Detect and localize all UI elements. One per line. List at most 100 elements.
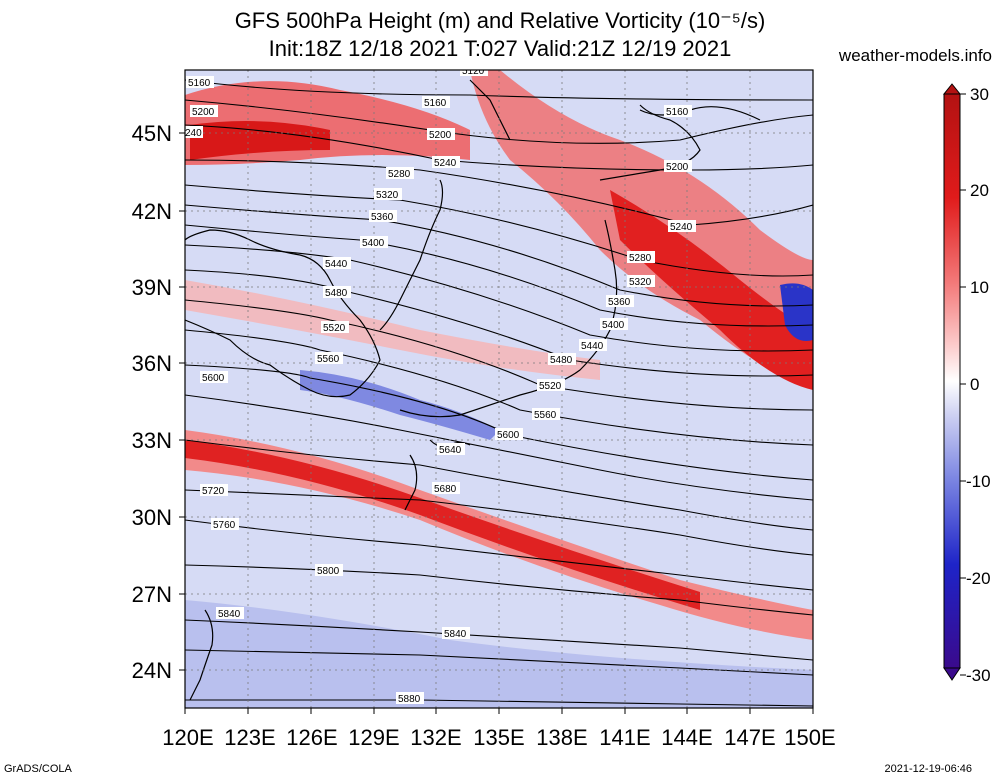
- lat-label: 33N: [132, 428, 172, 453]
- svg-text:5440: 5440: [581, 341, 604, 352]
- contour-label: 5440: [323, 257, 351, 270]
- colorbar-tick: 30: [970, 85, 989, 104]
- svg-text:5320: 5320: [376, 190, 399, 201]
- contour-label: 5400: [360, 236, 388, 249]
- svg-text:5600: 5600: [497, 430, 520, 441]
- height-contours: [185, 79, 813, 707]
- colorbar-tick: -20: [966, 569, 991, 588]
- contour-label: 5600: [495, 428, 523, 441]
- lat-label: 27N: [132, 582, 172, 607]
- svg-text:5520: 5520: [323, 323, 346, 334]
- vorticity-positive-region: [610, 190, 813, 390]
- svg-text:5200: 5200: [429, 130, 452, 141]
- svg-text:5400: 5400: [602, 320, 625, 331]
- svg-text:5360: 5360: [371, 212, 394, 223]
- contour-label: 5880: [396, 692, 424, 705]
- svg-text:5440: 5440: [325, 259, 348, 270]
- contour-label: 5320: [374, 188, 402, 201]
- longitude-labels: 120E 123E 126E 129E 132E 135E 138E 141E …: [162, 725, 835, 750]
- lon-label: 135E: [473, 725, 524, 750]
- contour-label: 5240: [432, 156, 460, 169]
- colorbar: 30 20 10 0 -10 -20 -30: [942, 83, 991, 685]
- svg-text:5360: 5360: [608, 297, 631, 308]
- svg-text:5840: 5840: [444, 629, 467, 640]
- contour-label: 5800: [315, 564, 343, 577]
- svg-text:5840: 5840: [218, 609, 241, 620]
- lon-label: 141E: [599, 725, 650, 750]
- site-watermark: weather-models.info: [838, 46, 992, 65]
- svg-text:5800: 5800: [317, 566, 340, 577]
- contour-label: 5200: [664, 160, 692, 173]
- svg-text:5680: 5680: [434, 484, 457, 495]
- latitude-labels: 45N 42N 39N 36N 33N 30N 27N 24N: [132, 121, 172, 683]
- contour-label: 5360: [369, 210, 397, 223]
- contour-label: 5480: [548, 353, 576, 366]
- lon-label: 126E: [286, 725, 337, 750]
- generated-timestamp: 2021-12-19-06:46: [884, 763, 972, 775]
- svg-text:5600: 5600: [202, 373, 225, 384]
- svg-text:240: 240: [185, 128, 202, 139]
- svg-text:5720: 5720: [202, 486, 225, 497]
- svg-text:5880: 5880: [398, 694, 421, 705]
- lon-label: 147E: [724, 725, 775, 750]
- contour-label: 5840: [442, 627, 470, 640]
- svg-text:5400: 5400: [362, 238, 385, 249]
- lat-label: 45N: [132, 121, 172, 146]
- contour-label: 5480: [323, 286, 351, 299]
- contour-label: 5360: [606, 295, 634, 308]
- contour-label: 5560: [315, 352, 343, 365]
- axis-ticks: [179, 132, 814, 714]
- chart-title-line-1: GFS 500hPa Height (m) and Relative Vorti…: [234, 8, 766, 33]
- svg-text:5160: 5160: [188, 78, 211, 89]
- svg-text:5320: 5320: [629, 277, 652, 288]
- vorticity-positive-region: [185, 440, 700, 610]
- svg-text:5200: 5200: [666, 162, 689, 173]
- contour-label: 5160: [186, 76, 214, 89]
- svg-text:5200: 5200: [192, 107, 215, 118]
- lon-label: 138E: [536, 725, 587, 750]
- lat-label: 30N: [132, 505, 172, 530]
- svg-text:5160: 5160: [666, 107, 689, 118]
- svg-text:5560: 5560: [317, 354, 340, 365]
- lat-label: 42N: [132, 199, 172, 224]
- svg-text:5560: 5560: [534, 410, 557, 421]
- contour-label: 5600: [200, 371, 228, 384]
- contour-label: 5240: [668, 220, 696, 233]
- lat-label: 36N: [132, 351, 172, 376]
- contour-label: 240: [185, 126, 203, 139]
- svg-text:5160: 5160: [424, 98, 447, 109]
- colorbar-tick: 10: [970, 278, 989, 297]
- contour-label: 5160: [664, 105, 692, 118]
- contour-label: 5160: [422, 96, 450, 109]
- contour-label: 5200: [427, 128, 455, 141]
- vorticity-positive-region: [190, 121, 330, 160]
- contour-label: 5200: [190, 105, 218, 118]
- contour-label: 5720: [200, 484, 228, 497]
- contour-label: 5400: [600, 318, 628, 331]
- lon-label: 132E: [410, 725, 461, 750]
- lon-label: 144E: [661, 725, 712, 750]
- lat-label: 24N: [132, 658, 172, 683]
- contour-label: 5320: [627, 275, 655, 288]
- svg-text:5280: 5280: [629, 253, 652, 264]
- software-credit: GrADS/COLA: [4, 763, 72, 775]
- svg-text:5240: 5240: [434, 158, 457, 169]
- lon-label: 123E: [224, 725, 275, 750]
- svg-text:5480: 5480: [550, 355, 573, 366]
- lon-label: 129E: [348, 725, 399, 750]
- colorbar-tick: 20: [970, 181, 989, 200]
- contour-label: 5640: [437, 443, 465, 456]
- svg-text:5240: 5240: [670, 222, 693, 233]
- svg-text:5280: 5280: [388, 169, 411, 180]
- contour-label: 5560: [532, 408, 560, 421]
- contour-label: 5280: [386, 167, 414, 180]
- chart-title-line-2: Init:18Z 12/18 2021 T:027 Valid:21Z 12/1…: [268, 36, 732, 61]
- vorticity-negative-region: [780, 283, 813, 341]
- svg-text:5640: 5640: [439, 445, 462, 456]
- contour-label: 5440: [579, 339, 607, 352]
- vorticity-negative-region: [300, 370, 500, 440]
- lon-label: 120E: [162, 725, 213, 750]
- contour-label: 5120: [460, 70, 488, 77]
- contour-label: 5840: [216, 607, 244, 620]
